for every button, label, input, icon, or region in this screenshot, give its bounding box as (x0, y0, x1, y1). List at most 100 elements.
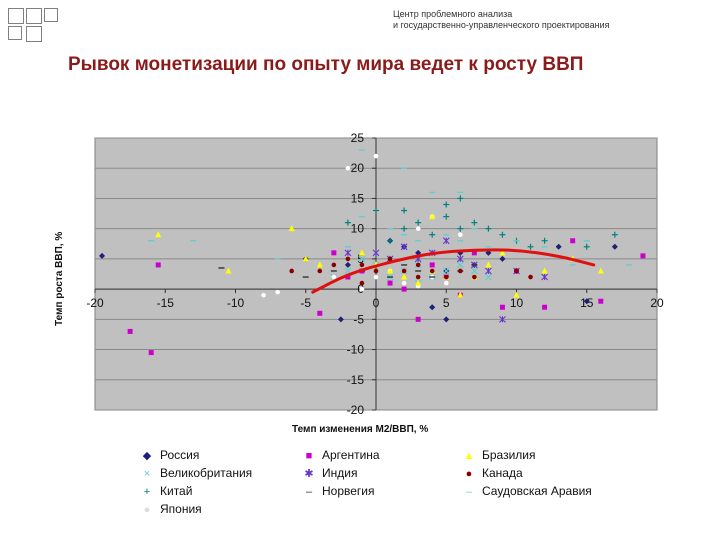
data-point (429, 262, 435, 268)
data-point (373, 207, 379, 214)
data-point (457, 195, 464, 202)
data-point (331, 262, 337, 268)
data-point (372, 249, 380, 257)
data-point (344, 219, 351, 226)
data-point (155, 262, 161, 268)
slide-title: Рывок монетизации по опыту мира ведет к … (68, 54, 584, 75)
data-point (415, 274, 421, 280)
data-point (570, 238, 576, 244)
data-points (99, 149, 646, 356)
legend-label: Норвегия (322, 484, 375, 498)
data-point (345, 256, 351, 262)
data-point (415, 279, 422, 286)
data-point (288, 225, 295, 232)
y-tick-label: 15 (351, 191, 365, 205)
x-tick-label: -5 (300, 296, 311, 310)
legend-item: + Китай (140, 484, 193, 498)
data-point (429, 231, 436, 238)
tick-labels: -20-15-10-505101520-20-15-10-50510152025 (86, 131, 664, 417)
data-point (457, 291, 464, 298)
data-point (373, 153, 379, 159)
data-point (583, 243, 590, 250)
data-point (484, 273, 492, 281)
data-point (429, 213, 436, 220)
data-point (345, 165, 351, 171)
data-point (583, 298, 590, 305)
data-point (499, 231, 506, 238)
data-point (401, 207, 408, 214)
axes (94, 137, 658, 411)
data-point (415, 262, 421, 268)
data-point (289, 268, 295, 274)
legend-label: Саудовская Аравия (482, 484, 592, 498)
legend-marker: + (143, 486, 151, 498)
legend-item: ■ Аргентина (302, 448, 380, 462)
x-tick-label: -10 (227, 296, 245, 310)
legend-item: ✱ Индия (302, 466, 357, 480)
data-point (359, 262, 365, 268)
legend-marker: ◆ (142, 450, 152, 462)
data-point (458, 268, 463, 274)
y-tick-label: 5 (357, 252, 364, 266)
y-tick-label: -15 (347, 373, 365, 387)
legend-marker: ■ (305, 450, 313, 462)
legend-item: ◆ Россия (140, 448, 200, 462)
y-tick-label: -10 (347, 343, 365, 357)
data-point (513, 291, 520, 298)
x-axis-label: Темп изменения М2/ВВП, % (292, 424, 429, 435)
data-point (358, 249, 365, 256)
legend-label: Китай (160, 484, 193, 498)
data-point (155, 231, 162, 238)
data-point (148, 350, 154, 356)
data-point (443, 201, 450, 208)
data-point (400, 243, 408, 251)
data-point (499, 255, 506, 262)
data-point (415, 219, 422, 226)
data-point (387, 267, 394, 274)
data-point (331, 274, 337, 280)
data-point (316, 261, 323, 268)
data-point (415, 226, 421, 231)
legend-label: Великобритания (160, 466, 253, 480)
trend-line (311, 248, 596, 294)
data-point (387, 256, 393, 262)
data-point (443, 316, 450, 323)
data-point (359, 280, 365, 286)
legend-marker: ● (143, 504, 151, 516)
y-tick-label: 25 (351, 131, 365, 145)
data-point (302, 255, 309, 262)
legend-label: Бразилия (482, 448, 536, 462)
data-point (443, 280, 449, 286)
legend-marker: × (143, 468, 151, 480)
data-point (337, 316, 344, 323)
data-point (598, 298, 604, 304)
data-point (345, 274, 351, 280)
data-point (275, 289, 280, 295)
data-point (541, 267, 548, 274)
data-point (456, 261, 464, 269)
data-point (317, 268, 323, 274)
data-point (261, 292, 266, 298)
data-point (401, 268, 407, 274)
x-tick-label: -15 (157, 296, 175, 310)
data-point (401, 225, 408, 232)
data-point (499, 304, 505, 310)
y-tick-label: 20 (351, 161, 365, 175)
data-point (358, 255, 366, 263)
data-point (99, 252, 106, 259)
y-tick-label: -5 (353, 312, 364, 326)
corner-decoration (8, 8, 58, 44)
data-point (457, 225, 464, 232)
y-tick-label: -20 (347, 403, 365, 417)
x-tick-label: -20 (86, 296, 104, 310)
data-point (611, 243, 618, 250)
legend-label: Канада (482, 466, 523, 480)
data-point (317, 310, 323, 316)
data-point (344, 249, 352, 257)
data-point (344, 261, 351, 268)
data-point (456, 255, 464, 263)
data-point (597, 267, 604, 274)
data-point (555, 243, 562, 250)
data-point (471, 219, 478, 226)
